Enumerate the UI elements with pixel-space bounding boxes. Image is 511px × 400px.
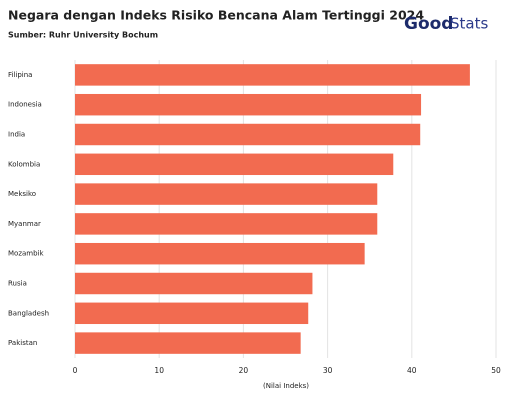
bar — [75, 93, 422, 116]
x-tick-label: 10 — [154, 366, 164, 375]
y-tick-label: Meksiko — [8, 190, 36, 198]
chart-title: Negara dengan Indeks Risiko Bencana Alam… — [8, 8, 424, 23]
x-tick-label: 40 — [407, 366, 417, 375]
y-tick-label: India — [8, 131, 25, 139]
y-tick-label: Myanmar — [8, 220, 41, 228]
y-tick-label: Filipina — [8, 71, 32, 79]
bar — [75, 242, 365, 265]
bar — [75, 183, 378, 205]
y-tick-label: Kolombia — [8, 160, 40, 168]
x-tick-label: 0 — [73, 366, 78, 375]
chart-subtitle: Sumber: Ruhr University Bochum — [8, 31, 158, 40]
x-axis-label: (Nilai Indeks) — [263, 382, 309, 390]
logo-bold: Good — [404, 14, 453, 34]
bar — [75, 213, 378, 235]
bar — [75, 153, 394, 176]
x-tick-label: 30 — [323, 366, 333, 375]
y-tick-label: Bangladesh — [8, 309, 49, 317]
bar — [75, 302, 309, 325]
x-tick-label: 50 — [491, 366, 501, 375]
y-tick-label: Pakistan — [8, 339, 37, 347]
logo-light: Stats — [450, 15, 488, 33]
bar — [75, 64, 470, 86]
bar — [75, 332, 301, 354]
y-tick-label: Rusia — [8, 280, 27, 288]
y-tick-label: Mozambik — [8, 250, 44, 258]
bar — [75, 123, 421, 146]
x-tick-label: 20 — [239, 366, 249, 375]
y-tick-label: Indonesia — [8, 101, 42, 109]
bar — [75, 272, 313, 295]
